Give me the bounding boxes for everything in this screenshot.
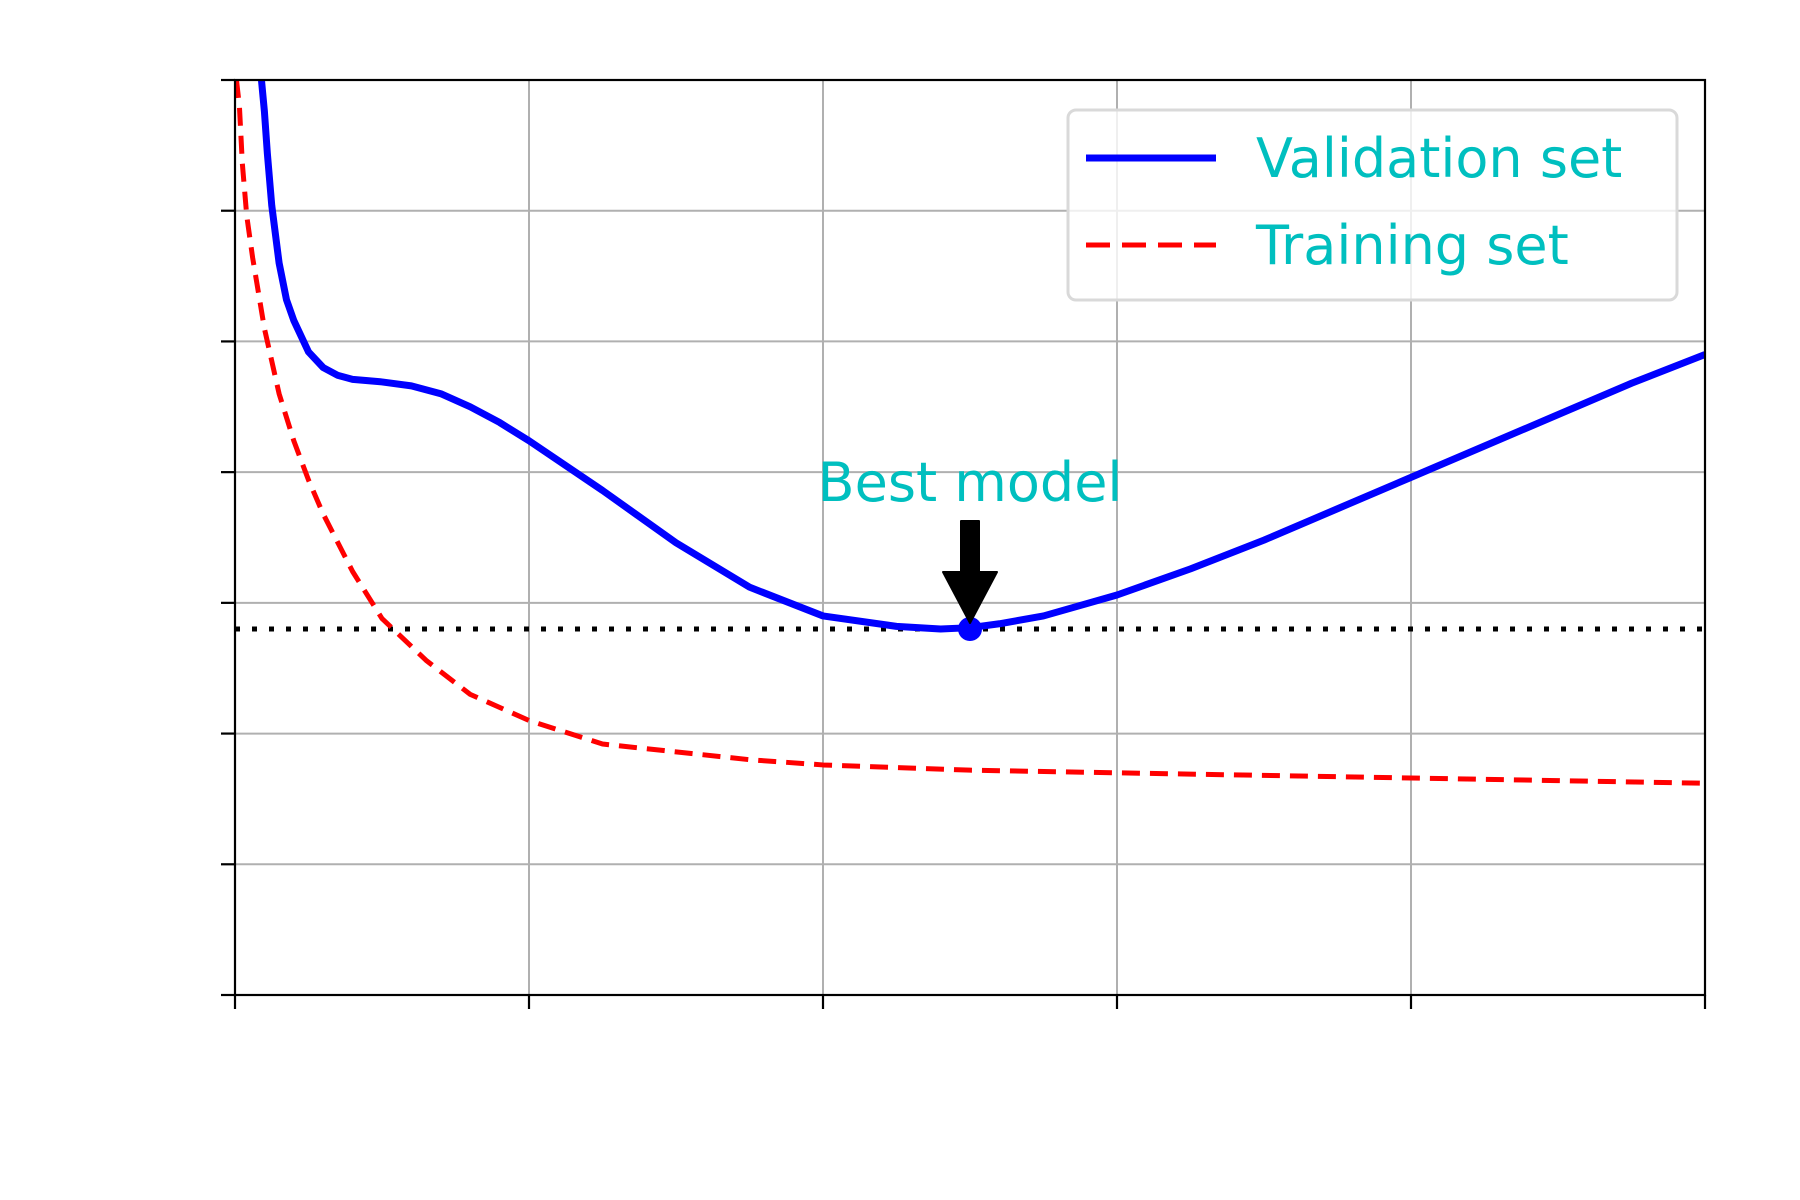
series-line-validation-set [257,80,1705,633]
annotation-group: Best model [818,451,1123,641]
legend-label-validation-set: Validation set [1256,127,1622,190]
legend-box [1066,108,1679,302]
best-model-arrow [942,520,998,624]
legend: Validation set Training set [1066,108,1679,302]
legend-label-training-set: Training set [1255,214,1569,277]
series-group [235,80,1705,786]
series-line-training-set [235,80,1705,786]
axes [221,78,1707,1009]
axes-frame [233,78,1707,997]
best-model-point [958,617,982,641]
best-model-label: Best model [818,451,1123,514]
